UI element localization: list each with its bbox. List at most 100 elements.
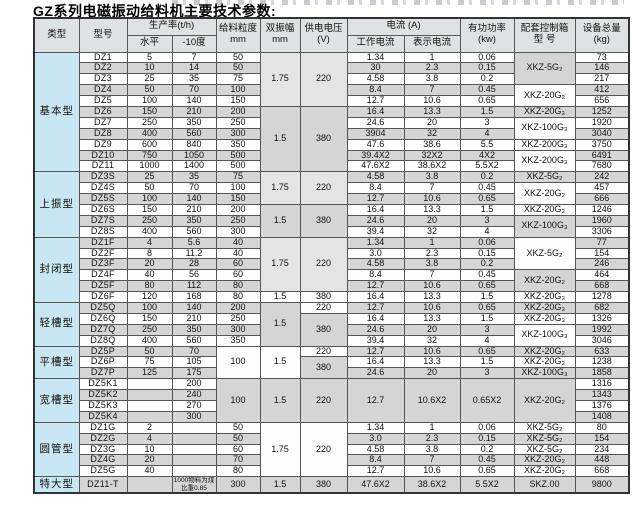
data-cell: 3.0: [346, 247, 405, 260]
data-cell: 40: [215, 236, 261, 249]
data-cell: SKZ.00: [513, 476, 576, 494]
header-cell: 型号: [78, 17, 128, 53]
data-cell: 16.4: [346, 312, 405, 325]
data-cell: 2: [126, 421, 173, 434]
data-cell: 8.4: [346, 269, 405, 282]
data-cell: 0.06: [459, 421, 515, 434]
data-cell: XKZ-20G₃: [513, 312, 576, 325]
model-cell: DZ6S: [78, 203, 128, 216]
data-cell: 80: [574, 421, 630, 434]
data-cell: 5.5: [459, 138, 515, 151]
data-cell: XKZ-5G₂: [513, 51, 576, 86]
data-cell: 7: [403, 454, 461, 467]
data-cell: 100: [126, 95, 173, 107]
data-cell: 0.65: [459, 345, 515, 358]
page-title: GZ系列电磁振动给料机主要技术参数:: [33, 3, 277, 19]
model-cell: DZ6P: [78, 356, 128, 369]
header-cell: 供电电压 (V): [299, 17, 348, 53]
data-cell: 380: [299, 312, 348, 347]
data-cell: 32: [403, 334, 461, 347]
data-cell: XKZ-5G₂: [513, 236, 576, 271]
header-cell: 表示电流: [403, 34, 461, 53]
data-cell: 1.5: [459, 291, 515, 303]
data-cell: 50: [215, 62, 261, 75]
model-cell: DZ5S: [78, 193, 128, 205]
data-cell: 4: [459, 225, 515, 238]
data-cell: 16.4: [346, 203, 405, 216]
data-cell: [171, 465, 217, 478]
data-cell: 0.45: [459, 84, 515, 97]
data-cell: 350: [215, 334, 261, 347]
type-cell: 平槽型: [33, 345, 80, 380]
data-cell: 0.65: [459, 280, 515, 293]
data-cell: 840: [171, 138, 217, 151]
data-cell: 39.4: [346, 334, 405, 347]
data-cell: XKZ-100G₃: [513, 116, 576, 140]
data-cell: 35: [171, 171, 217, 184]
header-cell: 工作电流: [346, 34, 405, 53]
data-cell: 1246: [574, 203, 630, 216]
data-cell: 50: [126, 345, 173, 358]
data-cell: 1.75: [259, 171, 301, 205]
data-cell: 75: [215, 73, 261, 86]
data-cell: 220: [299, 51, 348, 107]
table-row: DZ2G 4 50 3.0 2.3 0.15 XKZ-5G₂ 154: [34, 432, 630, 445]
data-cell: XKZ-200G₃: [513, 149, 576, 173]
data-cell: 464: [574, 269, 630, 282]
data-cell: 682: [574, 301, 630, 314]
data-cell: [126, 410, 173, 423]
data-cell: 3046: [574, 334, 630, 347]
data-cell: [126, 389, 173, 401]
data-cell: 400: [126, 225, 173, 238]
data-cell: XKZ-100G₃: [513, 214, 576, 238]
data-cell: 350: [171, 323, 217, 336]
data-cell: [171, 454, 217, 467]
data-cell: 3.8: [403, 171, 461, 184]
data-cell: 0.65: [459, 95, 515, 107]
data-cell: 1.5: [259, 291, 301, 303]
data-cell: 242: [574, 171, 630, 184]
model-cell: DZ3F: [78, 258, 128, 271]
data-cell: 666: [574, 193, 630, 205]
data-cell: 8: [126, 247, 173, 260]
data-cell: 7: [403, 84, 461, 97]
data-cell: 246: [574, 258, 630, 271]
data-cell: 0.06: [459, 236, 515, 249]
data-cell: 154: [574, 432, 630, 445]
data-cell: XKZ-100G₃: [513, 323, 576, 347]
model-cell: DZ7P: [78, 367, 128, 380]
table-row: DZ3 25 35 75 4.58 3.8 0.2 217: [34, 73, 630, 86]
data-cell: 4.58: [346, 443, 405, 456]
model-cell: DZ5P: [78, 345, 128, 358]
data-cell: 4: [126, 432, 173, 445]
data-cell: 80: [215, 280, 261, 293]
header-cell: -10度: [171, 34, 217, 53]
data-cell: 1376: [574, 400, 630, 412]
data-cell: 13.3: [403, 312, 461, 325]
data-cell: 300: [171, 410, 217, 423]
data-cell: 3904: [346, 127, 405, 140]
data-cell: 8.4: [346, 182, 405, 195]
data-cell: 1: [403, 236, 461, 249]
table-header: 类型 型号 生产率(t/h) 给料粒度 mm 双振幅 mm 供电电压 (V) 电流 (A) 有…: [33, 17, 630, 53]
data-cell: 2.3: [403, 62, 461, 75]
data-cell: 12.7: [346, 280, 405, 293]
model-cell: DZ5: [78, 95, 128, 107]
table-row: DZ2F 8 11.2 40 3.0 2.3 0.15 154: [34, 247, 630, 260]
data-cell: 0.45: [459, 269, 515, 282]
data-cell: 1343: [574, 389, 630, 401]
data-cell: 38.6: [403, 138, 461, 151]
data-cell: 1.5: [259, 378, 301, 423]
data-cell: 3: [459, 214, 515, 227]
data-cell: 150: [126, 203, 173, 216]
data-cell: 1.75: [259, 236, 301, 293]
data-cell: 0.15: [459, 432, 515, 445]
data-cell: 3306: [574, 225, 630, 238]
data-cell: 380: [299, 356, 348, 380]
data-cell: 1.5: [259, 476, 301, 494]
data-cell: 168: [171, 291, 217, 303]
table-row: DZ4S 50 70 100 8.4 7 0.45 XKZ-20G₂ 457: [34, 182, 630, 205]
cropped-text-artifact: [172, 0, 624, 5]
data-cell: XKZ-100G₃: [513, 367, 576, 380]
data-cell: [126, 378, 173, 391]
